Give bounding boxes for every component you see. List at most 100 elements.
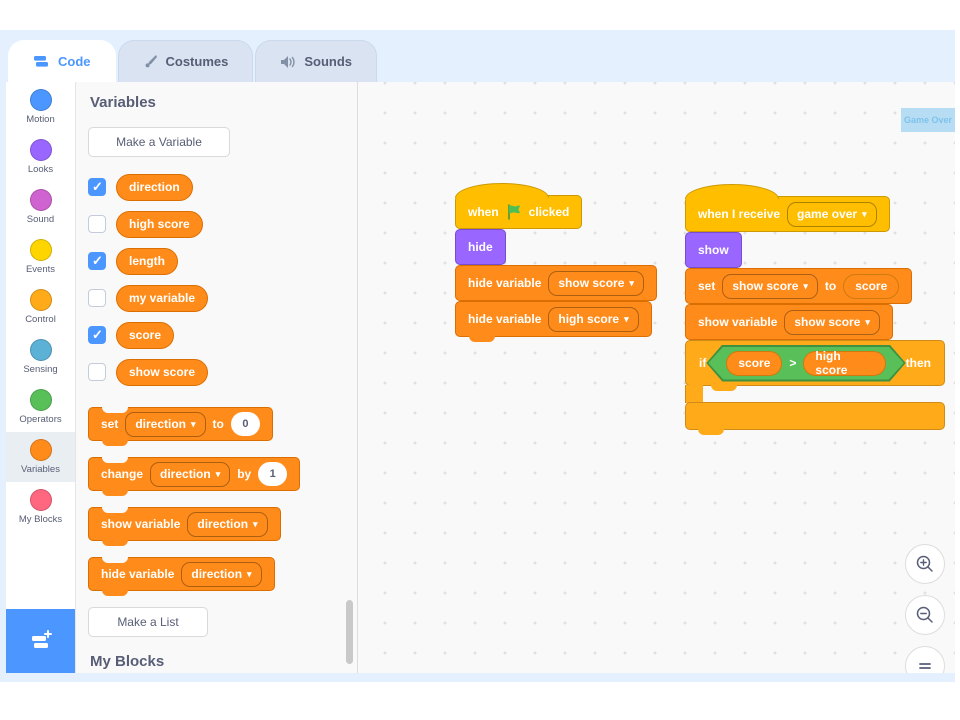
category-label: Control bbox=[25, 314, 56, 325]
variable-row: my variable bbox=[88, 284, 357, 312]
if-block-bump bbox=[698, 429, 724, 435]
block-keyword: to bbox=[824, 279, 837, 293]
events-color-dot bbox=[29, 239, 52, 261]
category-sound[interactable]: Sound bbox=[6, 182, 75, 232]
code-blocks-icon bbox=[34, 55, 48, 67]
show-variable-show-score-block[interactable]: show variable show score bbox=[685, 304, 893, 340]
variable-pill[interactable]: length bbox=[116, 247, 178, 275]
block-keyword: by bbox=[237, 467, 252, 481]
category-label: Looks bbox=[27, 164, 54, 175]
block-palette: Variables Make a Variable direction high… bbox=[76, 82, 358, 673]
block-keyword: show variable bbox=[101, 517, 181, 531]
tab-sounds[interactable]: Sounds bbox=[255, 40, 378, 82]
category-label: Motion bbox=[26, 114, 55, 125]
show-block[interactable]: show bbox=[685, 232, 742, 268]
greater-than-operator[interactable]: score > high score bbox=[706, 345, 905, 382]
when-i-receive-block[interactable]: when I receive game over bbox=[685, 184, 890, 232]
if-block-bottom-arm[interactable] bbox=[685, 402, 945, 430]
variable-checkbox[interactable] bbox=[88, 252, 106, 270]
category-looks[interactable]: Looks bbox=[6, 132, 75, 182]
make-a-variable-button[interactable]: Make a Variable bbox=[88, 127, 230, 157]
variable-checkbox[interactable] bbox=[88, 363, 106, 381]
dropdown-value: show score bbox=[732, 279, 799, 293]
tab-code-label: Code bbox=[58, 54, 91, 69]
hide-variable-show-score-block[interactable]: hide variable show score bbox=[455, 265, 657, 301]
zoom-in-icon bbox=[916, 555, 933, 572]
variable-dropdown[interactable]: high score bbox=[548, 306, 639, 332]
block-keyword: when bbox=[468, 205, 499, 219]
if-block-spine bbox=[685, 385, 703, 403]
make-a-list-button[interactable]: Make a List bbox=[88, 607, 208, 637]
operators-color-dot bbox=[29, 389, 52, 411]
set-variable-block[interactable]: set direction to 0 bbox=[88, 407, 273, 446]
variable-pill[interactable]: show score bbox=[116, 358, 209, 386]
variable-pill[interactable]: direction bbox=[116, 173, 193, 201]
if-then-header[interactable]: if score > high score then bbox=[685, 340, 945, 386]
hide-block[interactable]: hide bbox=[455, 229, 506, 265]
tab-code[interactable]: Code bbox=[8, 40, 116, 82]
value-input[interactable]: 0 bbox=[230, 412, 260, 436]
operator-symbol: > bbox=[789, 356, 797, 370]
block-keyword: then bbox=[905, 356, 931, 370]
hide-variable-high-score-block[interactable]: hide variable high score bbox=[455, 301, 652, 342]
block-keyword: show variable bbox=[698, 315, 778, 329]
variable-dropdown[interactable]: show score bbox=[548, 270, 644, 296]
block-keyword: hide variable bbox=[101, 567, 175, 581]
category-operators[interactable]: Operators bbox=[6, 382, 75, 432]
category-control[interactable]: Control bbox=[6, 282, 75, 332]
looks-color-dot bbox=[29, 139, 52, 161]
broadcast-dropdown[interactable]: game over bbox=[787, 201, 877, 227]
change-variable-block[interactable]: change direction by 1 bbox=[88, 457, 301, 496]
score-reporter[interactable]: score bbox=[843, 273, 900, 299]
category-variables[interactable]: Variables bbox=[6, 432, 75, 482]
block-keyword: show bbox=[698, 243, 729, 257]
variable-checkbox[interactable] bbox=[88, 326, 106, 344]
variable-pill[interactable]: my variable bbox=[116, 284, 209, 312]
when-flag-clicked-block[interactable]: when clicked bbox=[455, 183, 583, 229]
category-motion[interactable]: Motion bbox=[6, 82, 75, 132]
palette-scrollbar[interactable] bbox=[346, 600, 353, 664]
high-score-reporter[interactable]: high score bbox=[803, 351, 885, 376]
value-input[interactable]: 1 bbox=[258, 462, 288, 486]
category-sensing[interactable]: Sensing bbox=[6, 332, 75, 382]
variable-row: direction bbox=[88, 173, 357, 201]
zoom-reset-button[interactable] bbox=[905, 646, 945, 673]
category-my-blocks[interactable]: My Blocks bbox=[6, 482, 75, 532]
if-then-block[interactable]: if score > high score then bbox=[685, 340, 945, 436]
category-label: Sound bbox=[26, 214, 55, 225]
variable-dropdown[interactable]: direction bbox=[125, 411, 206, 437]
score-reporter[interactable]: score bbox=[726, 351, 782, 376]
script-canvas[interactable]: Game Over when clicked hide hide variabl… bbox=[358, 82, 955, 673]
variable-row: length bbox=[88, 247, 357, 275]
zoom-out-button[interactable] bbox=[905, 595, 945, 635]
variable-checkbox[interactable] bbox=[88, 178, 106, 196]
variable-dropdown[interactable]: direction bbox=[187, 511, 268, 537]
variable-dropdown[interactable]: show score bbox=[722, 273, 818, 299]
scratch-editor: Code Costumes Sounds Motion bbox=[0, 30, 955, 682]
show-variable-block[interactable]: show variable direction bbox=[88, 507, 281, 546]
dropdown-value: game over bbox=[797, 207, 858, 221]
dropdown-value: direction bbox=[135, 417, 187, 431]
paintbrush-icon bbox=[145, 55, 157, 68]
variable-checkbox[interactable] bbox=[88, 215, 106, 233]
tab-bar: Code Costumes Sounds bbox=[0, 30, 955, 82]
block-keyword: set bbox=[101, 417, 119, 431]
zoom-in-button[interactable] bbox=[905, 544, 945, 584]
set-show-score-block[interactable]: set show score to score bbox=[685, 268, 913, 304]
tab-costumes[interactable]: Costumes bbox=[117, 40, 254, 82]
dropdown-value: direction bbox=[197, 517, 249, 531]
category-events[interactable]: Events bbox=[6, 232, 75, 282]
category-sidebar: Motion Looks Sound Events Control Sensin… bbox=[6, 82, 76, 673]
variable-checkbox[interactable] bbox=[88, 289, 106, 307]
editor-body: Motion Looks Sound Events Control Sensin… bbox=[6, 82, 955, 673]
variable-dropdown[interactable]: show score bbox=[784, 309, 880, 335]
variable-pill[interactable]: high score bbox=[116, 210, 203, 238]
stage-watermark: Game Over bbox=[901, 108, 955, 132]
variable-pill[interactable]: score bbox=[116, 321, 175, 349]
variable-dropdown[interactable]: direction bbox=[150, 461, 231, 487]
palette-row: change direction by 1 bbox=[88, 457, 357, 496]
add-extension-button[interactable] bbox=[6, 609, 75, 673]
variable-dropdown[interactable]: direction bbox=[181, 561, 262, 587]
zoom-reset-icon bbox=[919, 663, 931, 669]
hide-variable-block[interactable]: hide variable direction bbox=[88, 557, 275, 596]
